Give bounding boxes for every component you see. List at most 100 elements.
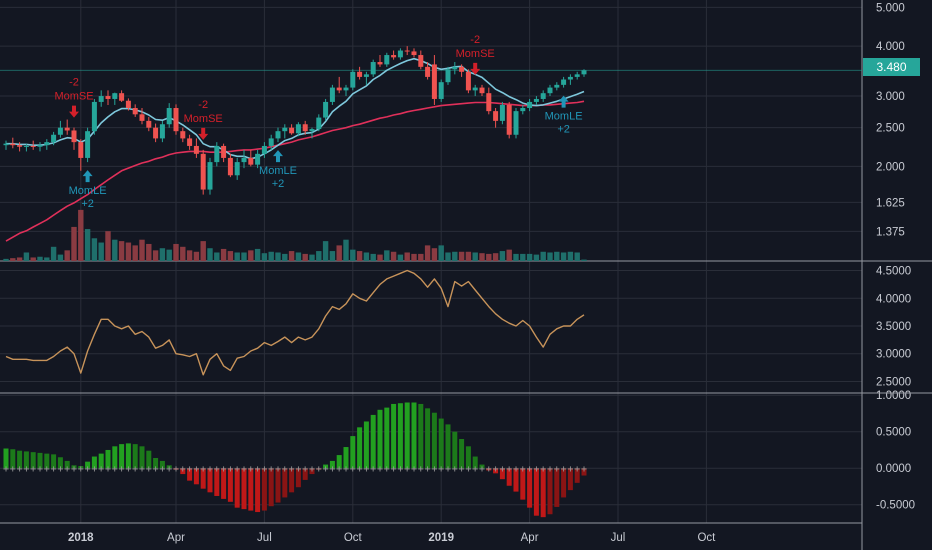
zero-line-marker: +	[44, 464, 50, 475]
volume-bar	[30, 257, 36, 261]
volume-bar	[547, 252, 553, 261]
candle-body	[520, 108, 526, 112]
candle-body	[261, 145, 267, 154]
time-axis-label: 2018	[68, 532, 94, 544]
volume-bar	[193, 251, 200, 261]
candle-body	[479, 87, 485, 94]
histogram-bar	[261, 468, 267, 511]
candle-body	[105, 96, 111, 99]
candle-body	[438, 82, 444, 99]
volume-bar	[220, 248, 227, 261]
zero-line-marker: +	[459, 464, 465, 475]
candle-body	[200, 153, 206, 190]
candle-body	[125, 100, 131, 109]
candle-body	[153, 127, 159, 139]
volume-bar	[526, 253, 533, 261]
candle-body	[51, 134, 57, 143]
volume-bar	[554, 251, 560, 261]
histogram-bar	[64, 460, 70, 469]
volume-bar	[397, 254, 404, 261]
zero-line-marker: +	[153, 464, 159, 475]
histogram-bar	[384, 407, 390, 469]
time-axis-label: 2019	[428, 532, 454, 544]
candle-body	[397, 50, 403, 58]
candle-body	[302, 124, 308, 132]
volume-bar	[78, 209, 84, 261]
zero-line-marker: +	[187, 464, 193, 475]
zero-line-marker: +	[479, 464, 485, 475]
zero-line-marker: +	[499, 464, 505, 475]
zero-line-marker: +	[261, 464, 267, 475]
long-signal-qty: +2	[272, 178, 285, 190]
volume-bar	[57, 254, 64, 261]
volume-bar	[567, 251, 574, 261]
zero-line-marker: +	[17, 464, 23, 475]
histogram-bar	[248, 468, 254, 511]
zero-line-marker: +	[23, 464, 29, 475]
volume-bar	[118, 241, 125, 261]
momentum-axis-tick-label: 4.0000	[876, 293, 911, 305]
zero-line-marker: +	[309, 464, 315, 475]
zero-line-marker: +	[227, 464, 233, 475]
histogram-bar	[23, 451, 29, 469]
zero-line-marker: +	[30, 464, 36, 475]
zero-line-marker: +	[200, 464, 206, 475]
zero-line-marker: +	[350, 464, 356, 475]
histogram-bar	[193, 468, 199, 485]
volume-bar	[275, 252, 281, 261]
volume-bar	[329, 251, 336, 261]
candle-body	[112, 93, 118, 99]
candle-body	[17, 145, 23, 147]
candle-body	[57, 127, 63, 135]
histogram-bar	[227, 468, 233, 502]
short-signal: -2 MomSE	[54, 77, 94, 118]
zero-line-marker: +	[112, 464, 118, 475]
volume-bar	[363, 252, 370, 261]
time-axis-label: Jul	[611, 532, 626, 544]
histogram-bar	[527, 468, 533, 508]
volume-bar	[506, 249, 512, 261]
candle-body	[411, 51, 417, 56]
zero-line-marker: +	[119, 464, 125, 475]
candle-body	[357, 71, 363, 77]
candle-body	[255, 153, 261, 165]
zero-line-marker: +	[173, 464, 179, 475]
long-signal: MomLE+2	[69, 170, 107, 210]
candle-body	[10, 143, 16, 146]
volume-bar	[10, 258, 16, 261]
zero-line-marker: +	[78, 464, 84, 475]
candle-body	[350, 71, 356, 88]
candle-body	[289, 127, 295, 134]
short-signal-qty: -2	[470, 34, 480, 46]
volume-bar	[520, 253, 526, 261]
histogram-bar	[302, 468, 308, 480]
zero-line-marker: +	[377, 464, 383, 475]
zero-line-marker: +	[302, 464, 308, 475]
histogram-bar	[98, 453, 104, 469]
volume-bar	[166, 249, 172, 261]
short-signal-name: MomSE	[54, 91, 93, 103]
candle-body	[64, 127, 70, 131]
candle-body	[363, 74, 369, 77]
candle-body	[459, 66, 465, 72]
last-price-tag: 3.480	[863, 58, 920, 76]
volume-bar	[254, 248, 261, 261]
histogram-bar	[323, 464, 329, 469]
candle-body	[377, 62, 383, 65]
volume-bar	[200, 241, 206, 261]
zero-line-marker: +	[180, 464, 186, 475]
candle-body	[295, 124, 301, 134]
volume-bar	[37, 256, 43, 261]
zero-line-marker: +	[125, 464, 131, 475]
histogram-bar	[51, 454, 57, 469]
histogram-bar	[370, 414, 376, 469]
histogram-bar	[329, 460, 335, 469]
volume-bar	[152, 250, 159, 261]
zero-line-marker: +	[452, 464, 458, 475]
zero-line-marker: +	[166, 464, 172, 475]
volume-bar	[418, 253, 424, 261]
histogram-bar	[153, 458, 159, 469]
histogram-bar	[85, 461, 91, 469]
histogram-bar	[486, 468, 492, 471]
